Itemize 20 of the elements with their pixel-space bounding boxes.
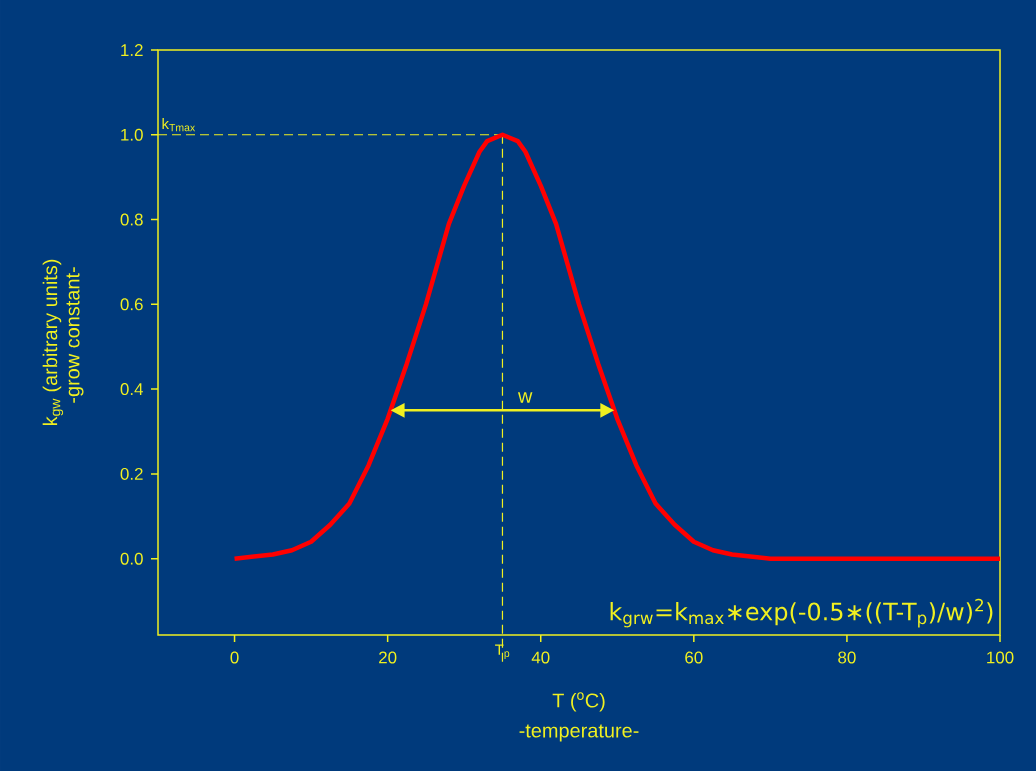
text: -grow constant-	[66, 267, 84, 403]
x-tick-label: 0	[230, 651, 239, 664]
x-tick-label: 20	[379, 651, 397, 664]
y-tick-label: 0.4	[120, 383, 143, 396]
x-tick-label: 40	[531, 651, 550, 664]
x-tick-label: 60	[685, 651, 703, 664]
y-axis-title: k$_{gw}$ (arbitrary units)	[42, 259, 64, 426]
y-tick-label: 1.0	[121, 128, 143, 141]
annotation: w	[517, 392, 533, 403]
y-tick-label: 0.0	[120, 552, 143, 565]
x-axis-title: T ($^{o}$C)	[552, 692, 605, 712]
y-tick-label: 1.2	[121, 44, 143, 56]
ref-line-label: k$_{Tmax}$	[162, 118, 196, 132]
y-tick-label: 0.6	[120, 298, 143, 311]
x-tick-label: 80	[838, 651, 856, 664]
y-tick-label: 0.8	[120, 213, 143, 226]
text: -temperature-	[519, 724, 639, 742]
y-tick-label: 0.2	[120, 467, 143, 480]
text: k$_{grw}$=k$_{max}$∗exp(-0.5∗((T-T$_{p}$)/w)$^{2}$)	[610, 598, 993, 628]
x-tick-label: 100	[987, 651, 1014, 664]
